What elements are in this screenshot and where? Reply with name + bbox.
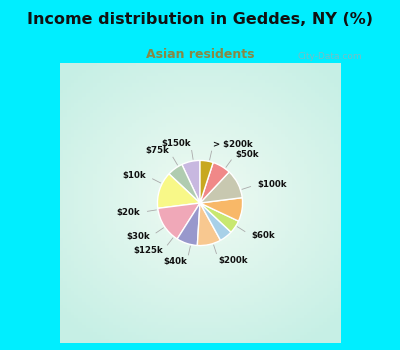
Wedge shape — [200, 162, 229, 203]
Text: $50k: $50k — [236, 149, 259, 159]
Wedge shape — [182, 160, 200, 203]
Wedge shape — [158, 203, 200, 239]
Text: $150k: $150k — [161, 139, 190, 148]
Wedge shape — [158, 174, 200, 208]
Text: Income distribution in Geddes, NY (%): Income distribution in Geddes, NY (%) — [27, 12, 373, 27]
Text: $10k: $10k — [122, 171, 146, 180]
Text: City-Data.com: City-Data.com — [298, 52, 362, 61]
Text: $60k: $60k — [251, 231, 275, 240]
Text: $75k: $75k — [145, 147, 169, 155]
Wedge shape — [177, 203, 200, 245]
Wedge shape — [200, 172, 242, 203]
Wedge shape — [200, 160, 213, 203]
Text: > $200k: > $200k — [213, 140, 253, 148]
Text: $100k: $100k — [258, 180, 287, 189]
Text: $30k: $30k — [126, 232, 150, 241]
Wedge shape — [169, 164, 200, 203]
Wedge shape — [200, 198, 242, 221]
Text: $40k: $40k — [163, 258, 187, 266]
Wedge shape — [200, 203, 231, 240]
Text: $20k: $20k — [116, 208, 140, 217]
Text: Asian residents: Asian residents — [146, 48, 254, 61]
Wedge shape — [197, 203, 220, 246]
Text: $125k: $125k — [133, 246, 163, 255]
Text: $200k: $200k — [219, 256, 248, 265]
Wedge shape — [200, 203, 238, 232]
